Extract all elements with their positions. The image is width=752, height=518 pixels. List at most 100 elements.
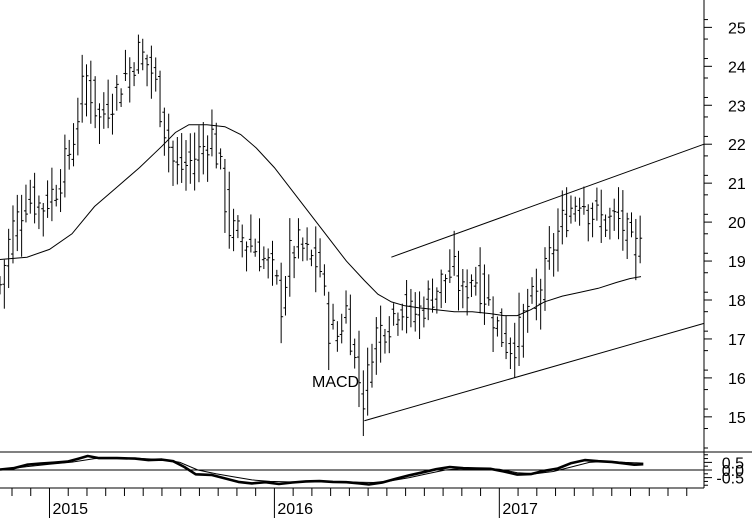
price-tick-label: 17	[728, 332, 746, 349]
price-bars	[0, 34, 643, 437]
ohlc-bar	[279, 262, 284, 344]
ohlc-bar	[309, 249, 314, 267]
ohlc-bar	[58, 169, 63, 213]
ohlc-bar	[28, 179, 33, 214]
ohlc-bar	[287, 218, 292, 297]
ohlc-bar	[23, 184, 28, 223]
ohlc-bar	[612, 198, 617, 231]
ohlc-bar	[417, 291, 422, 340]
ohlc-bar	[534, 268, 539, 321]
ohlc-bar	[508, 337, 513, 370]
ohlc-bar	[478, 247, 483, 314]
ohlc-bar	[253, 238, 258, 257]
macd-tick-label: 0.5	[722, 455, 744, 472]
ohlc-bar	[227, 171, 232, 249]
ohlc-bar	[542, 247, 547, 311]
ohlc-bar	[93, 76, 98, 129]
ohlc-bar	[222, 158, 227, 233]
ohlc-bar	[577, 197, 582, 226]
ohlc-bar	[512, 322, 517, 378]
ohlc-bar	[486, 274, 491, 306]
macd-tick-label: 0.0	[722, 463, 744, 480]
price-tick-label: 21	[728, 176, 746, 193]
ohlc-bar	[313, 226, 318, 293]
trend-line	[391, 143, 705, 258]
ohlc-bar	[84, 64, 89, 117]
ohlc-bar	[101, 92, 106, 129]
ohlc-bar	[443, 274, 448, 303]
ohlc-bar	[439, 269, 444, 309]
ohlc-bar	[127, 57, 132, 103]
ohlc-bar	[257, 218, 262, 272]
ohlc-bar	[555, 208, 560, 272]
ohlc-bar	[266, 248, 271, 279]
ohlc-bar	[36, 195, 41, 230]
price-panel: 15 16 17 18 19 20 21 22 23 24 25	[0, 0, 746, 452]
macd-tick-label: -0.5	[716, 471, 744, 488]
ohlc-bar	[188, 133, 193, 184]
ohlc-bar	[482, 264, 487, 325]
ohlc-bar	[235, 215, 240, 239]
price-tick-label: 19	[728, 254, 746, 271]
ohlc-bar	[616, 187, 621, 240]
ohlc-bar	[339, 313, 344, 344]
moving-average-line	[0, 124, 642, 317]
ohlc-bar	[106, 79, 111, 129]
ohlc-bar	[41, 202, 46, 237]
ohlc-bar	[123, 49, 128, 82]
ohlc-bar	[75, 97, 80, 156]
ohlc-bar	[573, 196, 578, 222]
ohlc-bar	[145, 54, 150, 87]
ohlc-bar	[270, 240, 275, 286]
macd-panel: MACD -0.50.00.5	[0, 374, 744, 488]
ohlc-bar	[71, 123, 76, 167]
ohlc-bar	[465, 269, 470, 316]
ohlc-bar	[352, 338, 357, 369]
ohlc-bar	[248, 214, 253, 253]
year-tick-label: 2015	[52, 501, 88, 518]
ohlc-bar	[517, 292, 522, 367]
ohlc-bar	[426, 280, 431, 321]
price-tick-label: 20	[728, 215, 746, 232]
ohlc-bar	[305, 227, 310, 261]
ohlc-bar	[19, 194, 24, 257]
ohlc-bar	[413, 292, 418, 332]
macd-line	[0, 454, 644, 486]
ohlc-bar	[283, 276, 288, 316]
ohlc-bar	[132, 62, 137, 87]
ohlc-bar	[361, 370, 366, 437]
ohlc-bar	[158, 70, 163, 128]
ohlc-bar	[240, 224, 245, 258]
ohlc-bar	[374, 317, 379, 375]
ohlc-bar	[568, 195, 573, 224]
ohlc-bar	[590, 202, 595, 238]
ohlc-bar	[45, 180, 50, 218]
ohlc-bar	[331, 303, 336, 330]
ohlc-bar	[300, 237, 305, 262]
ohlc-bar	[365, 347, 370, 416]
ohlc-bar	[491, 296, 496, 353]
trend-line	[364, 322, 705, 422]
ohlc-bar	[201, 122, 206, 175]
ohlc-bar	[395, 312, 400, 336]
ohlc-bar	[434, 287, 439, 314]
ohlc-bar	[274, 269, 279, 285]
ohlc-bar	[114, 75, 119, 111]
ohlc-bar	[530, 277, 535, 304]
ohlc-bar	[153, 57, 158, 92]
price-tick-label: 15	[728, 410, 746, 427]
year-tick-label: 2016	[277, 501, 313, 518]
ohlc-bar	[218, 148, 223, 170]
ohlc-bar	[179, 133, 184, 183]
price-tick-label: 24	[728, 59, 746, 76]
ohlc-bar	[629, 212, 634, 238]
ohlc-bar	[400, 303, 405, 331]
ohlc-bar	[231, 208, 236, 252]
ohlc-bar	[119, 88, 124, 107]
ohlc-bar	[348, 294, 353, 356]
macd-label: MACD	[312, 374, 359, 391]
ohlc-bar	[551, 233, 556, 277]
ohlc-bar	[97, 103, 102, 144]
ohlc-bar	[261, 246, 266, 270]
time-axis-ticks: 2015 2016 2017	[11, 488, 688, 518]
